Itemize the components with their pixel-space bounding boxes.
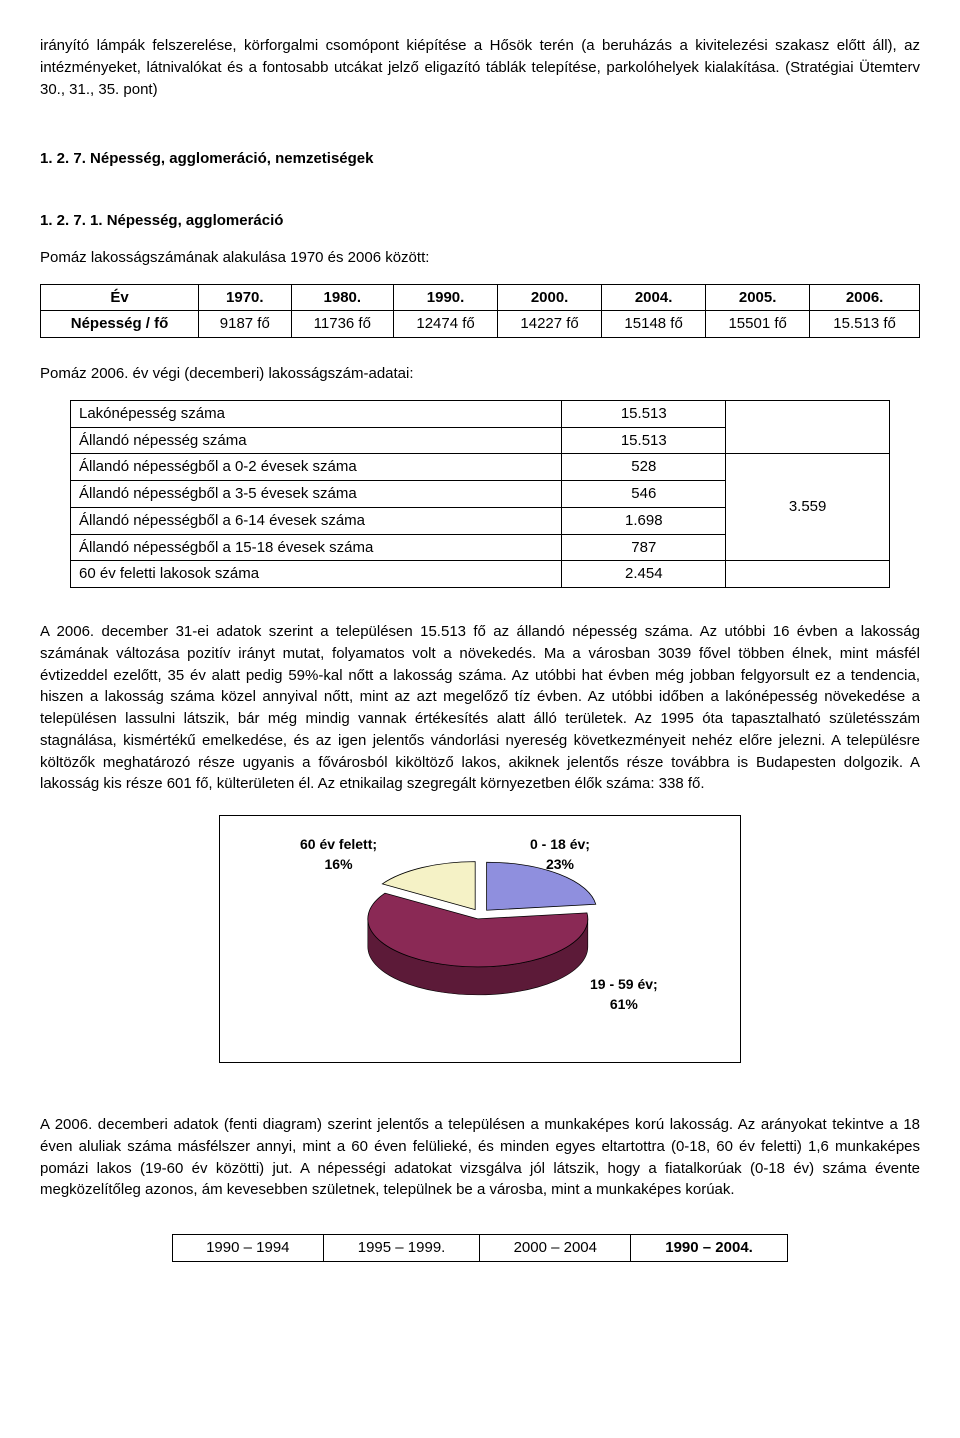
pie-label-line: 16% xyxy=(325,856,353,872)
table-cell: 15.513 fő xyxy=(810,311,920,338)
table-cell-label: 60 év feletti lakosok száma xyxy=(71,561,562,588)
table-header-cell: 1980. xyxy=(291,284,394,311)
table-row-label: Népesség / fő xyxy=(41,311,199,338)
table-cell-label: Állandó népességből a 6-14 évesek száma xyxy=(71,507,562,534)
table-cell: 14227 fő xyxy=(498,311,602,338)
table-header-cell: 1990. xyxy=(394,284,498,311)
pie-label-60plus: 60 év felett; 16% xyxy=(300,834,377,875)
table-row: Év 1970. 1980. 1990. 2000. 2004. 2005. 2… xyxy=(41,284,920,311)
table-cell-value: 787 xyxy=(562,534,726,561)
table-cell-label: Állandó népesség száma xyxy=(71,427,562,454)
table-cell: 12474 fő xyxy=(394,311,498,338)
table-cell-label: Lakónépesség száma xyxy=(71,400,562,427)
table-row: Állandó népességből a 0-2 évesek száma 5… xyxy=(71,454,890,481)
table-cell-value: 15.513 xyxy=(562,400,726,427)
line-before-table1: Pomáz lakosságszámának alakulása 1970 és… xyxy=(40,247,920,269)
table-row: 1990 – 1994 1995 – 1999. 2000 – 2004 199… xyxy=(173,1235,788,1262)
table-row: 60 év feletti lakosok száma 2.454 xyxy=(71,561,890,588)
table-cell-label: Állandó népességből a 0-2 évesek száma xyxy=(71,454,562,481)
population-detail-table: Lakónépesség száma 15.513 Állandó népess… xyxy=(70,400,890,588)
pie-label-line: 60 év felett; xyxy=(300,836,377,852)
heading-1: 1. 2. 7. Népesség, agglomeráció, nemzeti… xyxy=(40,148,920,170)
table-header-cell: Év xyxy=(41,284,199,311)
table-cell: 9187 fő xyxy=(199,311,292,338)
table-cell: 1995 – 1999. xyxy=(323,1235,480,1262)
pie-chart-container: 60 év felett; 16% 0 - 18 év; 23% 19 - 59… xyxy=(219,815,741,1063)
pie-label-19-59: 19 - 59 év; 61% xyxy=(590,974,658,1015)
table-cell: 2000 – 2004 xyxy=(480,1235,631,1262)
table-cell-label: Állandó népességből a 3-5 évesek száma xyxy=(71,481,562,508)
heading-2: 1. 2. 7. 1. Népesség, agglomeráció xyxy=(40,210,920,232)
table-cell-value: 15.513 xyxy=(562,427,726,454)
table-header-cell: 2004. xyxy=(602,284,706,311)
table-cell-value: 528 xyxy=(562,454,726,481)
table-cell: 1990 – 1994 xyxy=(173,1235,324,1262)
population-table-years: Év 1970. 1980. 1990. 2000. 2004. 2005. 2… xyxy=(40,284,920,339)
table-cell-label: Állandó népességből a 15-18 évesek száma xyxy=(71,534,562,561)
pie-label-line: 23% xyxy=(546,856,574,872)
table-cell-merged xyxy=(726,561,890,588)
table-cell-value: 546 xyxy=(562,481,726,508)
body-paragraph-2: A 2006. december 31-ei adatok szerint a … xyxy=(40,621,920,795)
body-paragraph-3: A 2006. decemberi adatok (fenti diagram)… xyxy=(40,1114,920,1201)
table-header-cell: 2006. xyxy=(810,284,920,311)
pie-label-0-18: 0 - 18 év; 23% xyxy=(530,834,590,875)
table-row: Népesség / fő 9187 fő 11736 fő 12474 fő … xyxy=(41,311,920,338)
year-range-table: 1990 – 1994 1995 – 1999. 2000 – 2004 199… xyxy=(172,1234,788,1262)
table-cell-value: 2.454 xyxy=(562,561,726,588)
pie-label-line: 61% xyxy=(610,996,638,1012)
pie-label-line: 0 - 18 év; xyxy=(530,836,590,852)
table-cell-side-value: 3.559 xyxy=(726,454,890,561)
table-row: Lakónépesség száma 15.513 xyxy=(71,400,890,427)
table-cell: 11736 fő xyxy=(291,311,394,338)
table-header-cell: 2000. xyxy=(498,284,602,311)
intro-paragraph: irányító lámpák felszerelése, körforgalm… xyxy=(40,35,920,100)
line-before-table2: Pomáz 2006. év végi (decemberi) lakosság… xyxy=(40,363,920,385)
table-cell-value: 1.698 xyxy=(562,507,726,534)
table-cell-merged xyxy=(726,400,890,454)
table-cell: 1990 – 2004. xyxy=(631,1235,788,1262)
pie-label-line: 19 - 59 év; xyxy=(590,976,658,992)
table-cell: 15501 fő xyxy=(706,311,810,338)
table-header-cell: 2005. xyxy=(706,284,810,311)
table-header-cell: 1970. xyxy=(199,284,292,311)
table-cell: 15148 fő xyxy=(602,311,706,338)
